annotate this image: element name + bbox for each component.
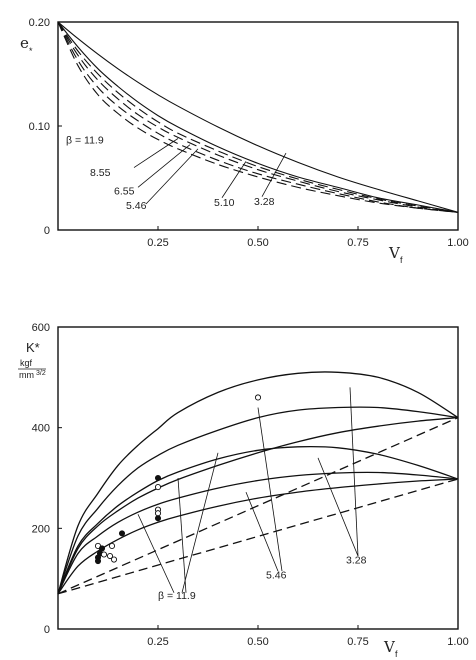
y-axis-label: K* [26,340,40,355]
data-point [118,530,126,537]
x-tick-label: 0.50 [247,237,268,249]
series-line [57,21,459,213]
series-line [57,371,459,594]
y-axis-label: e [20,34,29,52]
x-axis-label: V [388,244,401,262]
x-axis-label: V [383,638,396,656]
y-tick-label: 600 [32,322,50,334]
curve-label: 5.46 [126,200,147,212]
x-tick-label: 1.00 [447,237,468,249]
data-point [154,474,162,482]
series-line [57,21,459,213]
series-line [57,21,459,213]
y-unit-numerator: kgf [20,358,33,368]
y-tick-label: 0.10 [29,121,50,133]
leader-line [221,161,247,198]
data-point [154,510,162,517]
y-axis-label-sub: * [29,46,33,56]
curve-label: 8.55 [90,167,111,179]
series-line [57,471,459,595]
series-line [57,417,459,595]
data-point [98,545,106,552]
y-unit-denominator: mm [19,370,34,380]
plot-frame [57,326,459,630]
y-tick-label: 400 [32,423,50,435]
series-line [57,445,459,595]
data-point [100,551,108,558]
curve-label: 5.46 [266,570,287,582]
chart-bottom: β = 11.9 5.46 3.28 0.25 0.50 0.75 1.00 0 200 400… [18,322,469,659]
leader-line [133,138,179,168]
series-line [57,416,459,595]
series-line [57,21,459,213]
chart-top: β = 11.9 8.556.55 5.46 5.10 3.28 0.25 0.50 0.7… [20,17,469,265]
data-point [108,542,116,550]
x-tick-label: 0.50 [247,636,268,648]
curve-label: 3.28 [346,555,367,567]
series-line [57,406,459,595]
leader-line [349,387,359,557]
leader-line [181,452,219,593]
data-point [110,556,118,563]
leader-line [137,144,191,188]
series-line [57,478,459,595]
data-point [154,515,162,522]
y-tick-label: 0 [44,624,50,636]
x-tick-label: 0.25 [147,237,168,249]
curve-label: 5.10 [214,197,235,209]
curve-label: 3.28 [254,196,275,208]
y-tick-label: 0.20 [29,17,50,29]
series-line [57,21,459,213]
data-point [254,394,262,401]
x-axis-label-sub: f [400,255,403,265]
curve-label: β = 11.9 [158,590,196,602]
y-tick-label: 200 [32,523,50,535]
leader-line [317,457,359,557]
y-tick-label: 0 [44,225,50,237]
x-tick-label: 0.25 [147,636,168,648]
leader-line [257,407,283,572]
data-point [154,484,162,491]
x-tick-label: 0.75 [347,636,368,648]
data-point [106,552,114,560]
curve-label: β = 11.9 [66,135,104,147]
leader-line [145,148,199,205]
y-unit-exponent: 3/2 [36,370,46,377]
data-point [94,558,102,565]
curve-label: 6.55 [114,186,135,198]
leader-line [177,477,187,593]
leader-line [261,152,287,197]
leader-line [245,491,279,572]
x-tick-label: 1.00 [447,636,468,648]
x-tick-label: 0.75 [347,237,368,249]
leader-line [137,514,175,593]
series-line [57,21,459,213]
x-axis-label-sub: f [395,649,398,659]
